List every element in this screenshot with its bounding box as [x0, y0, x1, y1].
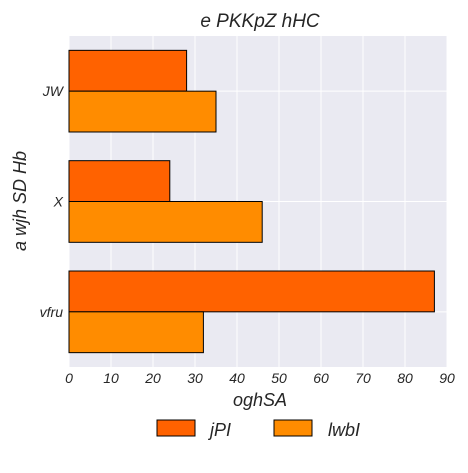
legend-swatch-lwbi	[273, 419, 313, 437]
x-tick-label: 10	[103, 370, 119, 386]
bar-lwbi-x	[68, 201, 263, 243]
x-tick-label: 90	[439, 370, 455, 386]
x-tick-label: 70	[355, 370, 371, 386]
bar-jpi-x	[68, 160, 171, 202]
x-tick-label: 0	[65, 370, 73, 386]
legend-swatch-jpi	[156, 419, 196, 437]
bar-lwbi-jw	[68, 90, 217, 133]
bars	[68, 49, 435, 354]
bar-jpi-vfru	[68, 270, 435, 313]
y-axis-label: a wjh SD Hb	[10, 151, 30, 251]
x-tick-label: 50	[271, 370, 287, 386]
bar-lwbi-vfru	[68, 311, 204, 354]
x-tick-label: 80	[397, 370, 413, 386]
x-axis-label: oghSA	[233, 390, 287, 410]
bar-jpi-jw	[68, 49, 188, 92]
x-tick-label: 20	[144, 370, 161, 386]
x-tick-label: 60	[313, 370, 329, 386]
legend: jPI lwbI	[156, 419, 360, 440]
legend-label-lwbi: lwbI	[328, 420, 360, 440]
y-tick-label: vfru	[40, 304, 64, 320]
x-tick-label: 30	[187, 370, 203, 386]
chart-title: e PKKpZ hHC	[200, 11, 320, 32]
y-tick-label: X	[53, 194, 64, 210]
legend-label-jpi: jPI	[207, 420, 231, 440]
y-tick-label: JW	[42, 83, 65, 99]
x-tick-label: 40	[229, 370, 245, 386]
